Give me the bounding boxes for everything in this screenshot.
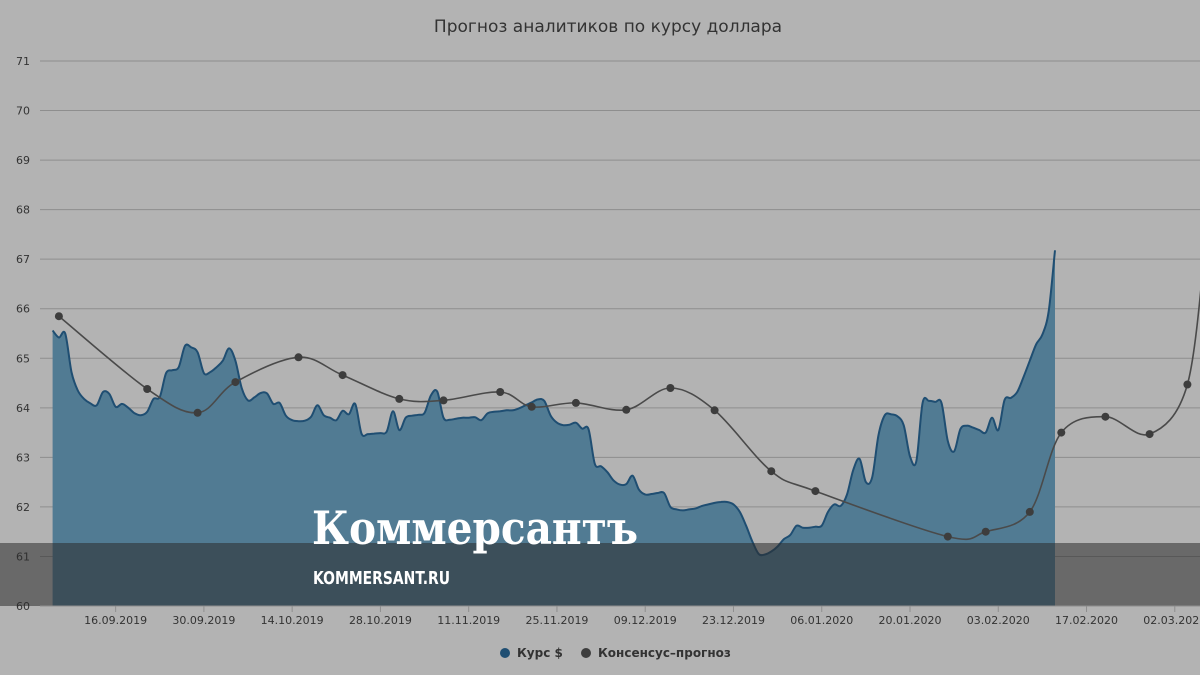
chart-title: Прогноз аналитиков по курсу доллара [434, 17, 782, 37]
x-tick-label: 02.03.2020 [1143, 614, 1200, 627]
consensus-forecast-point[interactable] [1145, 430, 1154, 439]
x-tick-label: 25.11.2019 [525, 614, 588, 627]
x-tick-label: 30.09.2019 [172, 614, 235, 627]
watermark-url: KOMMERSANT.RU [313, 568, 450, 589]
legend-label-usd-rate: Курс $ [517, 646, 563, 660]
consensus-forecast-point[interactable] [439, 396, 448, 405]
y-tick-label: 64 [16, 402, 30, 415]
y-tick-label: 68 [16, 204, 30, 217]
y-tick-label: 66 [16, 303, 30, 316]
consensus-forecast-series[interactable] [54, 229, 1200, 541]
legend-item-consensus[interactable]: Консенсус–прогноз [581, 646, 731, 660]
usd-rate-area [52, 250, 1056, 607]
consensus-forecast-point[interactable] [571, 398, 580, 407]
x-tick-label: 16.09.2019 [84, 614, 147, 627]
y-tick-label: 71 [16, 55, 30, 68]
legend-marker-usd-rate [500, 648, 510, 658]
consensus-forecast-point[interactable] [294, 353, 303, 362]
consensus-forecast-point[interactable] [338, 371, 347, 380]
y-axis-labels: 606162636465666768697071 [16, 55, 30, 613]
legend-label-consensus: Консенсус–прогноз [598, 646, 731, 660]
usd-rate-line [51, 250, 1056, 557]
legend: Курс $ Консенсус–прогноз [500, 646, 731, 660]
watermark: Коммерсантъ KOMMERSANT.RU [0, 501, 1200, 606]
x-tick-label: 11.11.2019 [437, 614, 500, 627]
consensus-forecast-point[interactable] [710, 406, 719, 415]
y-tick-label: 63 [16, 451, 30, 464]
x-tick-label: 06.01.2020 [790, 614, 853, 627]
consensus-forecast-point[interactable] [666, 384, 675, 392]
consensus-forecast-point[interactable] [1101, 412, 1110, 421]
x-tick-label: 03.02.2020 [967, 614, 1030, 627]
consensus-forecast-point[interactable] [1025, 507, 1034, 516]
y-tick-label: 69 [16, 154, 30, 167]
consensus-forecast-point[interactable] [622, 405, 631, 414]
watermark-band [0, 543, 1200, 606]
x-axis-labels: 16.09.2019 30.09.2019 14.10.2019 28.10.2019… [84, 606, 1200, 627]
y-tick-label: 62 [16, 501, 30, 514]
consensus-forecast-point[interactable] [527, 402, 536, 411]
watermark-logo: Коммерсантъ [312, 501, 638, 555]
consensus-forecast-point[interactable] [1183, 380, 1192, 389]
x-tick-label: 23.12.2019 [702, 614, 765, 627]
x-tick-label: 28.10.2019 [349, 614, 412, 627]
consensus-forecast-point[interactable] [395, 394, 404, 403]
consensus-forecast-point[interactable] [496, 388, 505, 396]
y-tick-label: 67 [16, 253, 30, 266]
consensus-forecast-point[interactable] [54, 312, 63, 321]
consensus-forecast-point[interactable] [1057, 428, 1066, 437]
usd-rate-series[interactable] [51, 250, 1056, 607]
consensus-forecast-point[interactable] [231, 378, 240, 387]
x-tick-label: 14.10.2019 [261, 614, 324, 627]
consensus-forecast-point[interactable] [143, 385, 152, 393]
x-tick-label: 20.01.2020 [879, 614, 942, 627]
y-tick-label: 70 [16, 105, 30, 118]
consensus-forecast-point[interactable] [943, 532, 952, 541]
consensus-forecast-point[interactable] [767, 467, 776, 476]
consensus-forecast-point[interactable] [981, 527, 990, 536]
legend-marker-consensus [581, 648, 591, 658]
x-tick-label: 17.02.2020 [1055, 614, 1118, 627]
consensus-forecast-point[interactable] [193, 408, 202, 417]
legend-item-usd-rate[interactable]: Курс $ [500, 646, 563, 660]
y-tick-label: 65 [16, 352, 30, 365]
consensus-forecast-point[interactable] [811, 487, 820, 496]
x-tick-label: 09.12.2019 [614, 614, 677, 627]
